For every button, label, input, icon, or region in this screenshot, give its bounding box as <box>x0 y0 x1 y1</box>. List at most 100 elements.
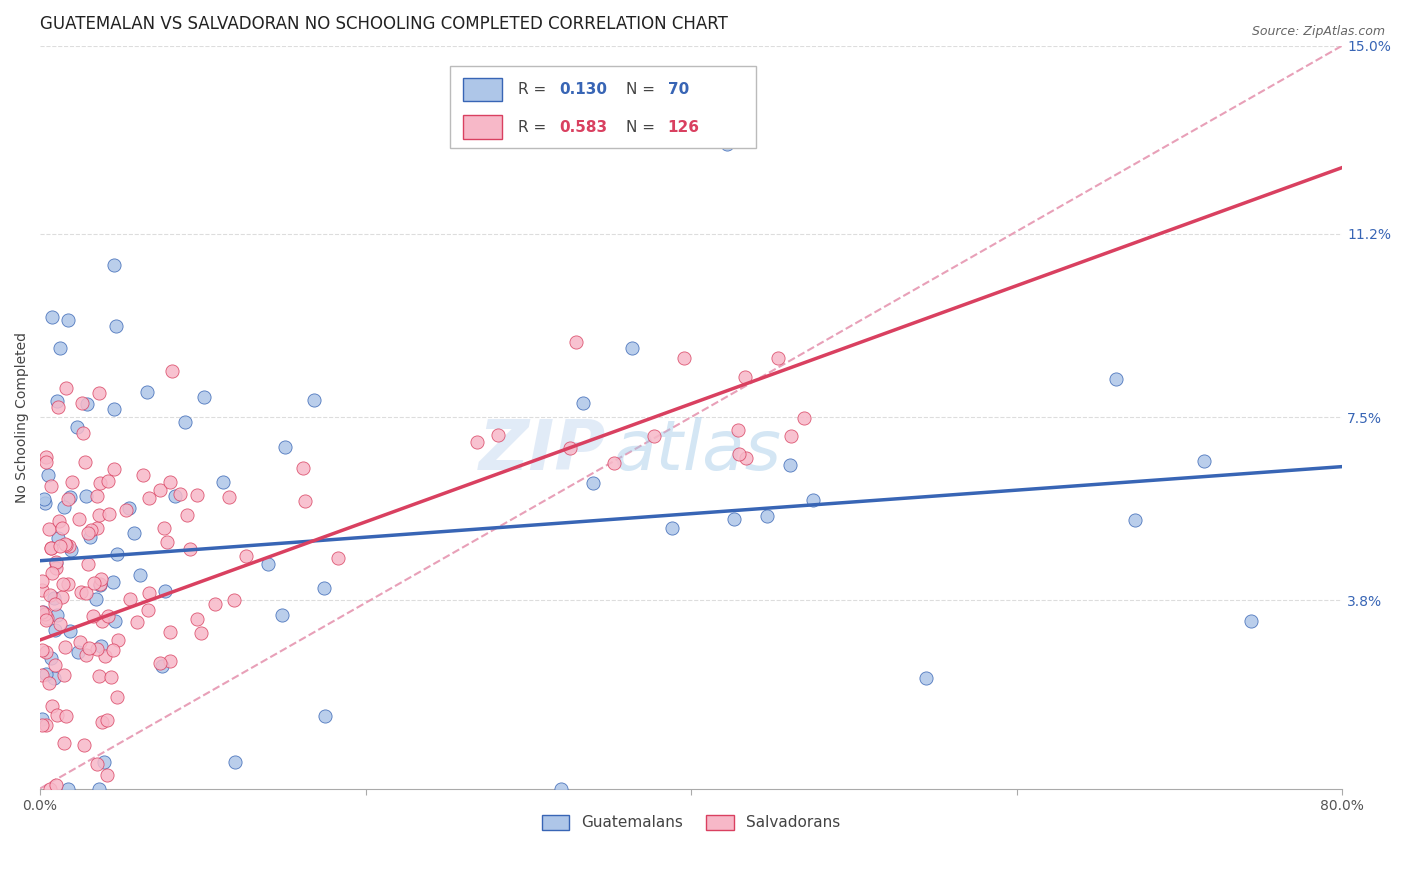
Point <box>52 668 75 682</box>
Point <box>80 524 103 538</box>
Text: 70: 70 <box>668 82 689 97</box>
Text: ZIP: ZIP <box>479 417 606 484</box>
Point <box>602 456 624 470</box>
Point <box>87 781 110 796</box>
Point <box>32 605 55 619</box>
Point <box>90 573 112 587</box>
Point <box>723 512 745 526</box>
Point <box>149 483 172 498</box>
Point <box>42 671 65 685</box>
Point <box>163 489 186 503</box>
Point <box>122 525 145 540</box>
Point <box>75 489 97 503</box>
Point <box>149 657 172 671</box>
FancyBboxPatch shape <box>450 67 756 148</box>
Point <box>159 654 181 668</box>
Point <box>212 475 235 489</box>
Point <box>75 455 97 469</box>
Text: R =: R = <box>517 120 551 135</box>
Point <box>125 615 148 629</box>
Point <box>186 488 208 502</box>
Point <box>620 341 643 355</box>
Point <box>82 608 104 623</box>
Point <box>89 577 111 591</box>
Point <box>72 425 94 440</box>
Point <box>45 556 67 570</box>
Point <box>129 568 152 582</box>
Point <box>486 428 509 442</box>
Point <box>34 607 56 621</box>
Point <box>174 416 197 430</box>
Point <box>159 475 181 490</box>
Point <box>34 717 56 731</box>
Point <box>465 435 488 450</box>
Point <box>44 598 66 612</box>
Point <box>66 420 89 434</box>
Point <box>48 514 70 528</box>
Point <box>728 447 751 461</box>
Point <box>86 641 108 656</box>
Point <box>326 551 349 566</box>
Point <box>75 648 97 662</box>
Point <box>572 396 595 410</box>
Point <box>643 428 665 442</box>
Point <box>914 672 936 686</box>
Point <box>35 613 58 627</box>
Point <box>222 593 245 607</box>
Point <box>45 778 67 792</box>
Point <box>1240 614 1263 628</box>
Point <box>86 521 108 535</box>
Point <box>160 363 183 377</box>
Point <box>103 258 125 272</box>
Point <box>734 451 756 466</box>
Point <box>1123 513 1146 527</box>
Text: N =: N = <box>626 82 659 97</box>
Point <box>56 576 79 591</box>
Point <box>51 521 73 535</box>
Point <box>42 591 65 606</box>
Point <box>31 712 53 726</box>
Point <box>550 781 572 796</box>
Point <box>218 490 240 504</box>
Point <box>274 440 297 454</box>
Point <box>169 487 191 501</box>
Point <box>105 690 128 704</box>
Point <box>86 756 108 771</box>
Point <box>34 645 56 659</box>
Point <box>89 475 111 490</box>
Point <box>31 605 53 619</box>
Point <box>107 632 129 647</box>
Point <box>83 576 105 591</box>
Point <box>31 582 53 597</box>
Point <box>90 640 112 654</box>
Point <box>73 738 96 752</box>
FancyBboxPatch shape <box>463 78 502 102</box>
Point <box>45 393 67 408</box>
Point <box>150 659 173 673</box>
Point <box>90 614 112 628</box>
Point <box>75 586 97 600</box>
FancyBboxPatch shape <box>463 115 502 139</box>
Point <box>257 557 280 571</box>
Point <box>37 468 59 483</box>
Point <box>291 461 314 475</box>
Text: N =: N = <box>626 120 659 135</box>
Point <box>41 698 63 713</box>
Point <box>779 458 801 472</box>
Point <box>44 623 66 637</box>
Point <box>98 507 121 521</box>
Point <box>93 649 115 664</box>
Point <box>179 542 201 557</box>
Point <box>294 493 316 508</box>
Text: atlas: atlas <box>613 417 780 484</box>
Point <box>70 585 93 599</box>
Point <box>176 508 198 522</box>
Point <box>31 574 53 589</box>
Point <box>204 597 226 611</box>
Point <box>186 612 208 626</box>
Point <box>734 369 756 384</box>
Point <box>48 341 70 355</box>
Point <box>35 455 58 469</box>
Point <box>97 609 120 624</box>
Point <box>51 590 73 604</box>
